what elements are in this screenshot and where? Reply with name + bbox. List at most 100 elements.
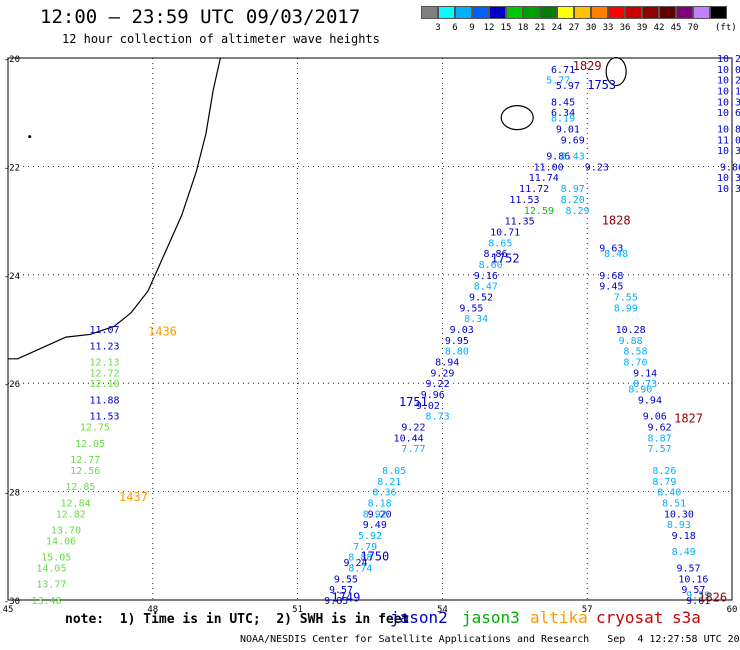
legend-item: cryosat xyxy=(596,608,664,627)
wave-height-label: 10.28 xyxy=(616,325,646,336)
wave-height-label: 8.20 xyxy=(561,195,585,206)
wave-height-label: 10.33 xyxy=(717,184,740,195)
wave-height-label: 8.90 xyxy=(628,385,652,396)
color-scale-label: 18 xyxy=(517,23,529,33)
wave-height-label: 9.01 xyxy=(556,124,580,135)
color-scale-swatch xyxy=(710,6,727,19)
wave-height-label: 9.52 xyxy=(469,292,493,303)
wave-height-label: 12.05 xyxy=(75,439,105,450)
wave-height-label: 9.14 xyxy=(633,368,657,379)
wave-height-label: 8.94 xyxy=(435,358,459,369)
wave-height-label: 12.75 xyxy=(80,423,110,434)
wave-height-label: 9.22 xyxy=(426,379,450,390)
wave-height-label: 12.82 xyxy=(56,509,86,520)
wave-height-label: 11.05 xyxy=(717,135,740,146)
wave-height-label: 8.43 xyxy=(561,152,585,163)
color-scale-swatch xyxy=(642,6,659,19)
y-tick-label: -22 xyxy=(4,163,20,173)
wave-height-label: 8.65 xyxy=(488,238,512,249)
legend-item: jason3 xyxy=(462,608,520,627)
wave-height-label: 11.74 xyxy=(529,173,559,184)
color-scale-label: 42 xyxy=(653,23,665,33)
wave-height-label: 14.06 xyxy=(46,536,76,547)
y-tick-label: -30 xyxy=(4,597,20,607)
wave-height-label: 8.79 xyxy=(652,477,676,488)
wave-height-label: 9.55 xyxy=(334,574,358,585)
wave-height-label: 10.30 xyxy=(664,509,694,520)
wave-height-label: 10.16 xyxy=(678,574,708,585)
wave-height-label: 9.49 xyxy=(363,520,387,531)
wave-height-label: 9.03 xyxy=(450,325,474,336)
wave-height-label: 5.92 xyxy=(358,531,382,542)
wave-height-label: 8.92 xyxy=(363,509,387,520)
chart-title: 12:00 – 23:59 UTC 09/03/2017 xyxy=(40,6,361,28)
wave-height-label: 9.63 xyxy=(599,244,623,255)
wave-height-label: 8.47 xyxy=(474,282,498,293)
wave-height-label: 8.86 xyxy=(483,249,507,260)
pass-time-label: 1753 xyxy=(587,78,616,92)
pass-time-label: 1749 xyxy=(331,590,360,604)
pass-time-label: 1827 xyxy=(674,411,703,425)
wave-height-label: 9.22 xyxy=(401,423,425,434)
y-tick-label: -26 xyxy=(4,380,20,390)
wave-height-label: 12.85 xyxy=(65,482,95,493)
wave-height-label: 12.84 xyxy=(61,498,91,509)
wave-height-label: 10.14 xyxy=(717,87,740,98)
small-island xyxy=(28,135,32,139)
wave-height-label: 9.62 xyxy=(648,423,672,434)
pass-time-label: 1751 xyxy=(399,395,428,409)
wave-height-label: 9.57 xyxy=(329,585,353,596)
wave-height-label: 9.57 xyxy=(677,563,701,574)
wave-height-label: 9.85 xyxy=(324,596,348,607)
wave-height-label: 8.60 xyxy=(479,260,503,271)
color-scale-label: 9 xyxy=(469,23,475,33)
color-scale-swatch xyxy=(608,6,625,19)
color-scale-label: 12 xyxy=(483,23,495,33)
wave-height-label: 15.05 xyxy=(41,553,71,564)
wave-height-label: 8.87 xyxy=(648,433,672,444)
wave-height-label: 9.55 xyxy=(459,303,483,314)
wave-height-label: 9.68 xyxy=(599,271,623,282)
wave-height-label: 8.93 xyxy=(667,520,691,531)
wave-height-label: 9.96 xyxy=(421,390,445,401)
pass-time-label: 1826 xyxy=(698,590,727,604)
wave-height-label: 13.48 xyxy=(32,596,62,607)
color-scale-label: 45 xyxy=(670,23,682,33)
color-scale-label: 21 xyxy=(534,23,546,33)
wave-height-label: 8.19 xyxy=(551,114,575,125)
wave-height-label: 8.58 xyxy=(623,347,647,358)
wave-height-label: 8.97 xyxy=(561,184,585,195)
wave-height-label: 12.13 xyxy=(89,358,119,369)
y-tick-label: -28 xyxy=(4,489,20,499)
wave-height-label: 10.27 xyxy=(717,54,740,65)
wave-height-label: 8.70 xyxy=(623,358,647,369)
x-tick-label: 54 xyxy=(437,605,448,615)
wave-height-label: 8.73 xyxy=(633,379,657,390)
wave-height-label: 10.44 xyxy=(394,433,424,444)
wave-height-label: 9.45 xyxy=(599,282,623,293)
wave-height-label: 8.48 xyxy=(604,249,628,260)
wave-height-label: 9.20 xyxy=(368,509,392,520)
wave-height-label: 8.51 xyxy=(662,498,686,509)
wave-height-label: 11.07 xyxy=(89,325,119,336)
color-scale-swatch xyxy=(659,6,676,19)
wave-height-label: 13.77 xyxy=(36,580,66,591)
legend-item: altika xyxy=(530,608,588,627)
wave-height-label: 8.40 xyxy=(657,488,681,499)
x-tick-label: 57 xyxy=(582,605,593,615)
color-scale-label: 27 xyxy=(568,23,580,33)
wave-height-label: 7.79 xyxy=(353,542,377,553)
color-scale-swatch xyxy=(625,6,642,19)
wave-height-label: 11.88 xyxy=(89,395,119,406)
y-tick-label: -20 xyxy=(4,55,20,65)
wave-height-label: 14.05 xyxy=(36,563,66,574)
color-scale-swatch xyxy=(591,6,608,19)
wave-height-label: 11.53 xyxy=(509,195,539,206)
color-scale-swatch xyxy=(506,6,523,19)
wave-height-label: 11.72 xyxy=(519,184,549,195)
color-scale-swatch xyxy=(676,6,693,19)
wave-height-label: 9.18 xyxy=(672,531,696,542)
wave-height-label: 8.49 xyxy=(672,547,696,558)
wave-height-label: 10.27 xyxy=(717,76,740,87)
